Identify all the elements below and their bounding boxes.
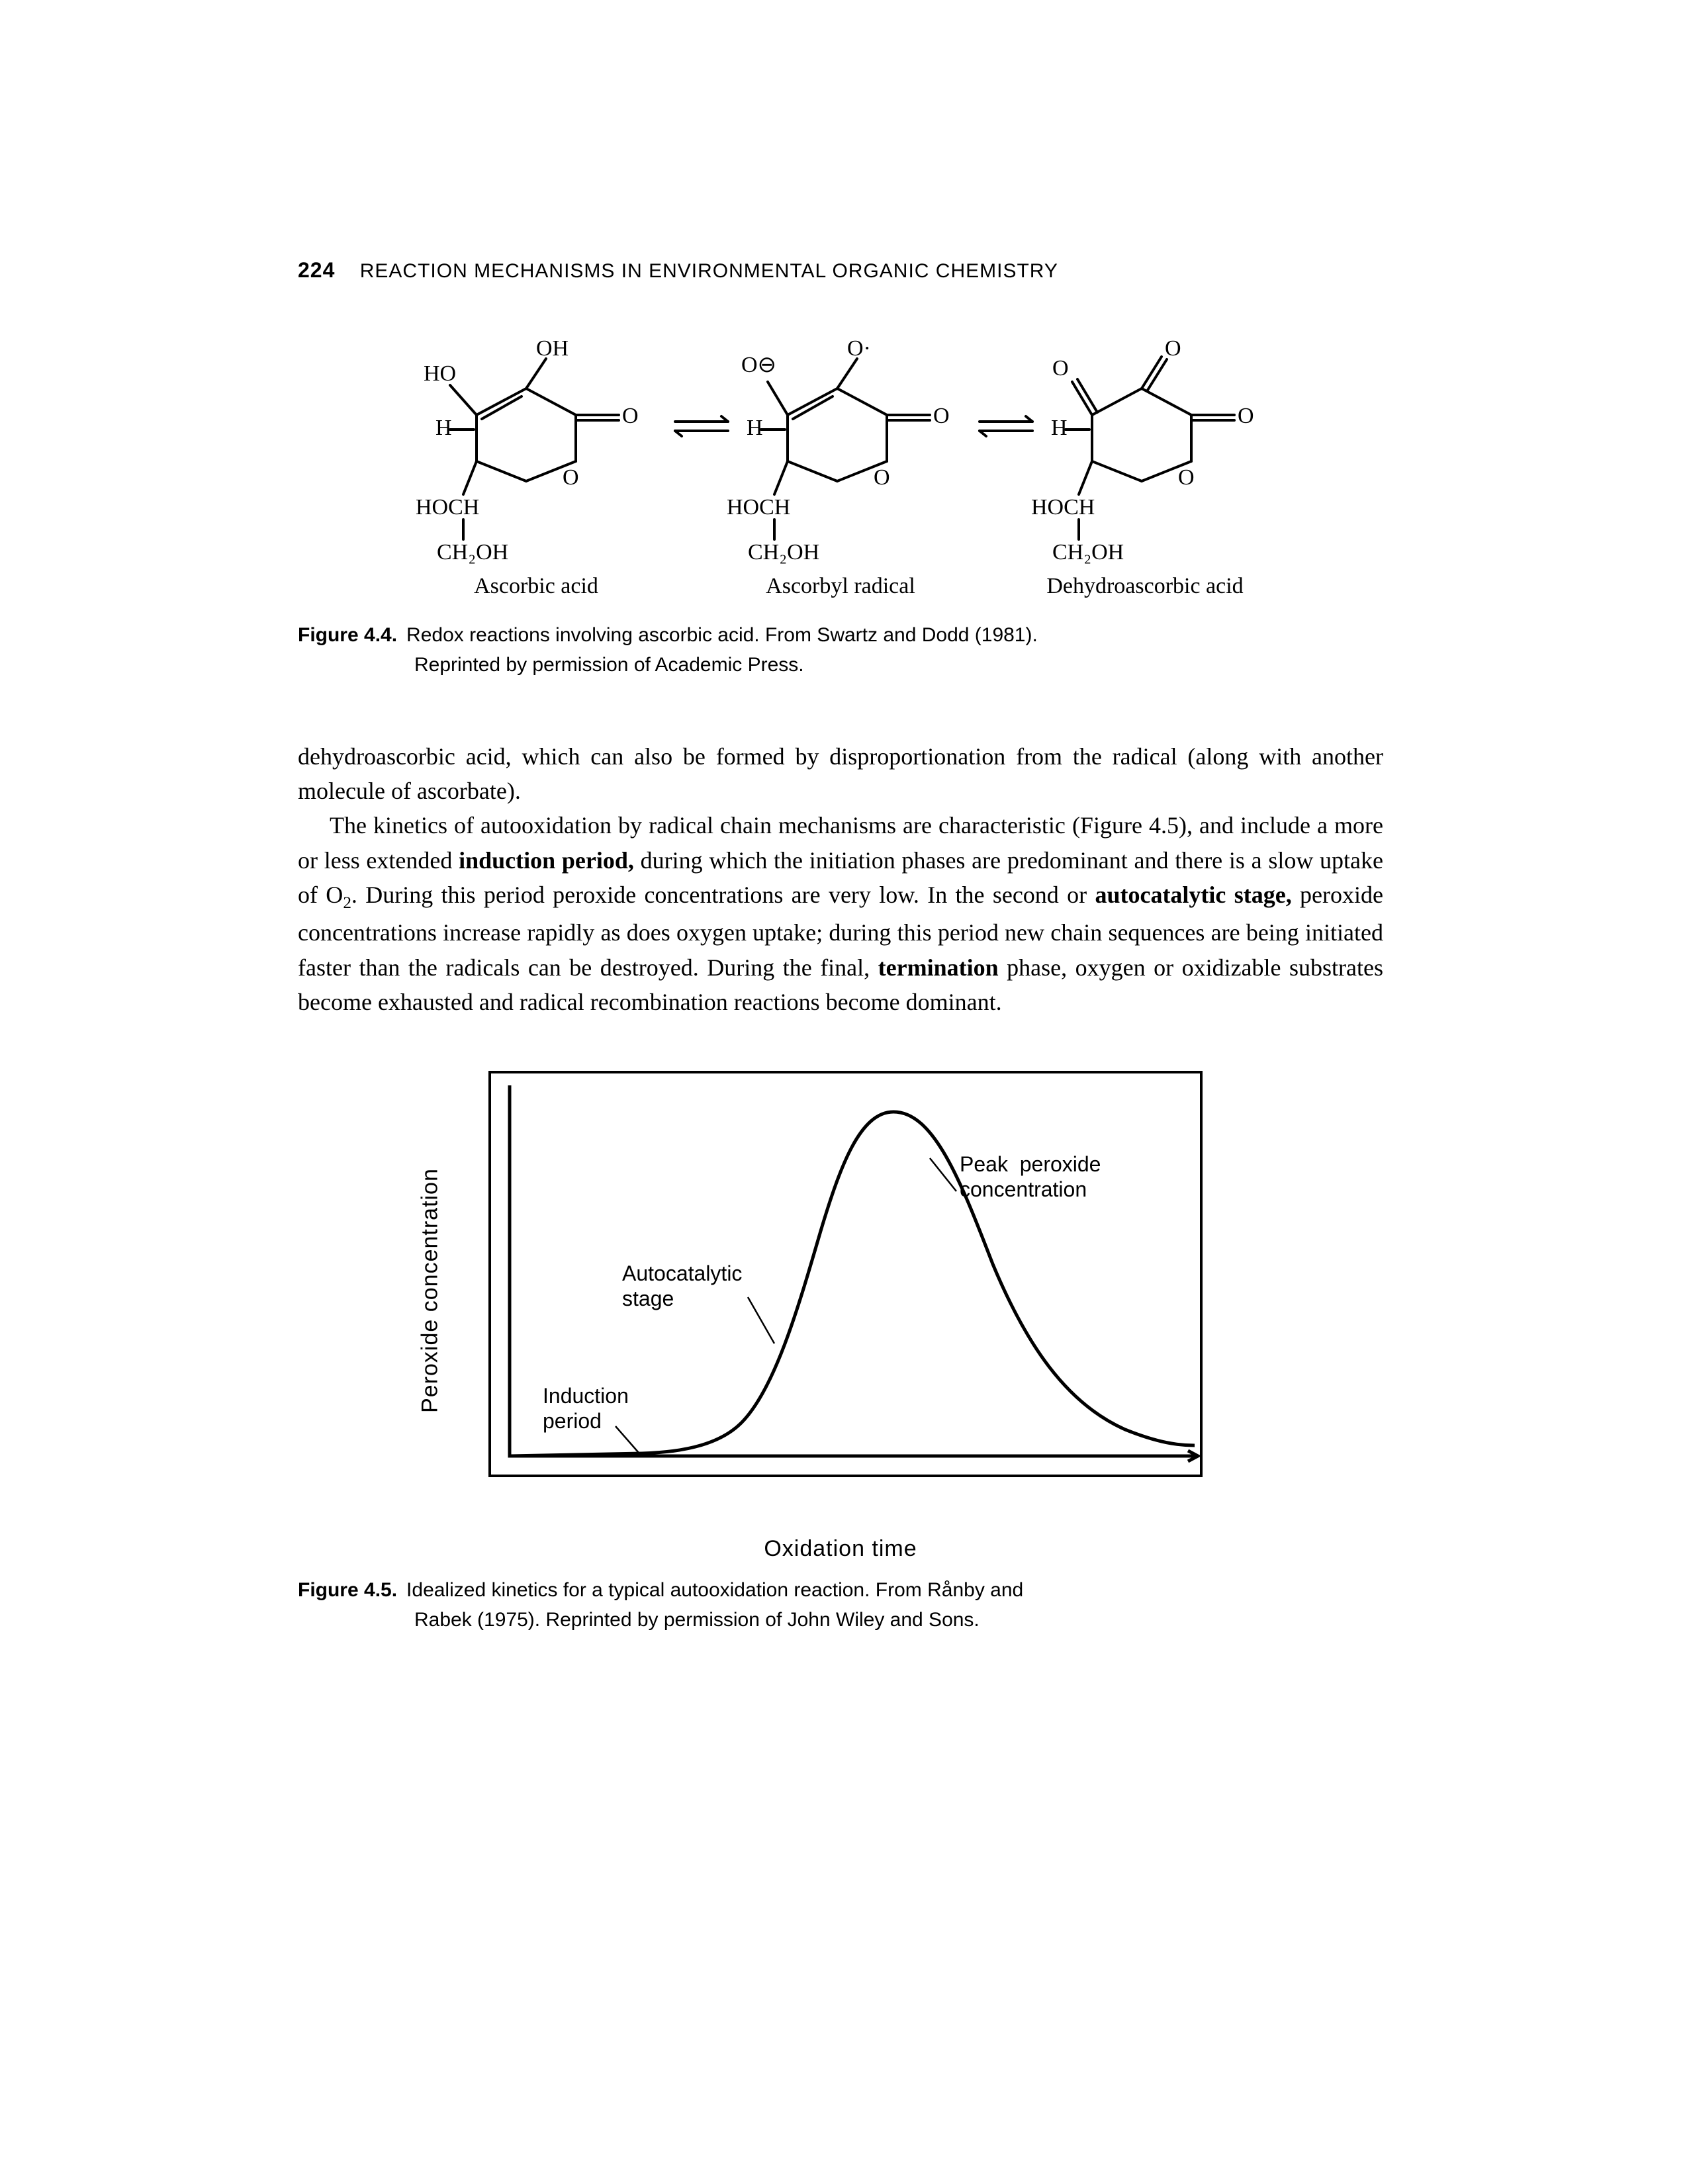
figure-4-4-svg: O O HO OH H [410, 322, 1271, 600]
svg-text:HOCH: HOCH [727, 495, 790, 520]
label-ascorbyl-radical: Ascorbyl radical [748, 574, 933, 599]
svg-text:O⊖: O⊖ [741, 353, 776, 377]
label-ascorbic-acid: Ascorbic acid [450, 574, 622, 599]
figure-4-5-caption-line2: Rabek (1975). Reprinted by permission of… [414, 1605, 1383, 1635]
anno-induction-period: Induction period [543, 1383, 629, 1434]
figure-4-5-label: Figure 4.5. [298, 1579, 397, 1601]
page-number: 224 [298, 258, 335, 282]
svg-text:HOCH: HOCH [416, 495, 479, 520]
svg-text:H: H [747, 416, 763, 440]
x-axis-label: Oxidation time [764, 1536, 917, 1562]
figure-4-5-caption-line1: Idealized kinetics for a typical autooxi… [406, 1579, 1023, 1601]
page: 224 REACTION MECHANISMS IN ENVIRONMENTAL… [0, 0, 1689, 2184]
p2-autocatalytic-stage: autocatalytic stage, [1095, 882, 1291, 908]
figure-4-4-caption-line2: Reprinted by permission of Academic Pres… [414, 650, 1383, 680]
p2-induction-period: induction period, [459, 847, 634, 874]
anno-peak-peroxide: Peak peroxide concentration [960, 1152, 1101, 1203]
svg-text:CH₂OH: CH₂OH [1052, 540, 1124, 565]
figure-4-5: Peroxide concentration Peak peroxide con… [470, 1059, 1211, 1522]
p2-o2-subscript: 2 [343, 894, 351, 912]
svg-text:CH₂OH: CH₂OH [437, 540, 508, 565]
anno-autocatalytic-stage: Autocatalytic stage [622, 1261, 742, 1312]
y-axis-label: Peroxide concentration [418, 1168, 443, 1413]
running-header: 224 REACTION MECHANISMS IN ENVIRONMENTAL… [298, 258, 1383, 283]
figure-4-4: O O HO OH H [410, 322, 1271, 600]
p2-d: . During this period peroxide concentrat… [351, 882, 1095, 908]
svg-text:OH: OH [536, 336, 569, 361]
running-title: REACTION MECHANISMS IN ENVIRONMENTAL ORG… [360, 260, 1058, 282]
paragraph-2: The kinetics of autooxidation by radical… [298, 808, 1383, 1019]
figure-4-4-label: Figure 4.4. [298, 624, 397, 646]
svg-text:HOCH: HOCH [1031, 495, 1095, 520]
figure-4-4-caption-line1: Redox reactions involving ascorbic acid.… [406, 624, 1038, 646]
p2-termination: termination [878, 954, 999, 981]
svg-text:O: O [1238, 404, 1254, 428]
svg-text:O: O [933, 404, 950, 428]
svg-text:O: O [874, 465, 890, 490]
content-column: 224 REACTION MECHANISMS IN ENVIRONMENTAL… [298, 258, 1383, 1635]
svg-text:O·: O· [847, 336, 871, 361]
svg-text:O: O [1178, 465, 1195, 490]
svg-text:O: O [1052, 356, 1069, 381]
svg-text:CH₂OH: CH₂OH [748, 540, 819, 565]
paragraph-1: dehydroascorbic acid, which can also be … [298, 739, 1383, 808]
figure-4-4-caption: Figure 4.4. Redox reactions involving asc… [298, 620, 1383, 680]
svg-text:O: O [622, 404, 639, 428]
svg-text:O: O [1165, 336, 1181, 361]
svg-text:O: O [563, 465, 579, 490]
label-dehydroascorbic-acid: Dehydroascorbic acid [1032, 574, 1257, 599]
svg-text:H: H [1051, 416, 1068, 440]
svg-text:HO: HO [424, 361, 456, 386]
svg-text:H: H [435, 416, 452, 440]
figure-4-5-caption: Figure 4.5. Idealized kinetics for a typi… [298, 1575, 1383, 1635]
